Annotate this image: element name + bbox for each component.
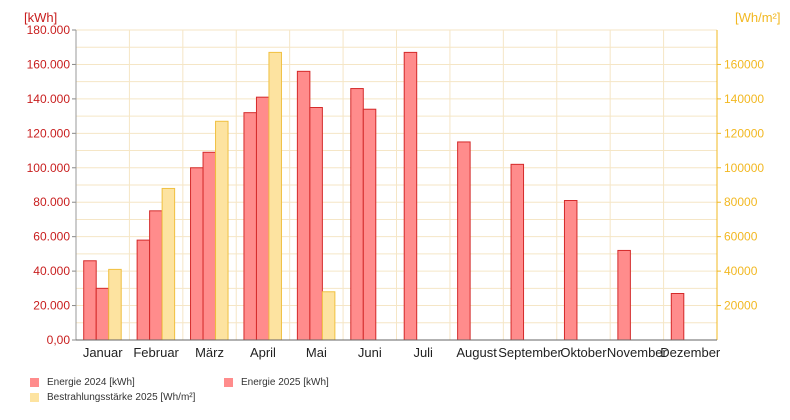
left-axis-tick-label: 20.000 [33,299,70,313]
x-axis-tick-label: September [498,345,562,360]
right-axis-tick-label: 160000 [724,57,764,71]
x-axis-tick-label: August [456,345,497,360]
legend-label: Energie 2025 [kWh] [241,377,329,388]
bar-bestrahlung-2025 [321,291,336,341]
x-axis-tick-label: Juni [358,345,382,360]
x-axis-tick-label: April [250,345,276,360]
right-axis-tick-label: 100000 [724,161,764,175]
legend-label: Bestrahlungsstärke 2025 [Wh/m²] [47,392,196,403]
bar-energie-2024 [83,260,97,341]
x-axis-tick-label: Februar [133,345,179,360]
legend-item-bestrahlung-2025: Bestrahlungsstärke 2025 [Wh/m²] [30,392,195,403]
left-axis-unit: [kWh] [24,10,58,25]
bar-energie-2025 [202,151,217,341]
bar-energie-2025 [362,108,377,341]
bar-energie-2024 [457,141,471,341]
bar-bestrahlung-2025 [108,268,122,341]
right-axis-tick-label: 60000 [724,230,758,244]
left-axis-tick-label: 0,00 [47,333,71,347]
bar-energie-2024 [563,200,578,341]
x-axis-tick-label: Oktober [560,345,607,360]
bar-energie-2024 [350,88,364,341]
bar-energie-2025 [149,210,163,341]
bar-energie-2025 [255,96,270,341]
right-axis-tick-label: 40000 [724,264,758,278]
bar-energie-2025 [309,107,323,341]
legend-item-energie-2025: Energie 2025 [kWh] [224,377,329,388]
right-axis-tick-label: 140000 [724,92,764,106]
left-axis-tick-label: 120.000 [27,126,71,140]
legend-swatch [30,393,39,402]
right-axis-tick-label: 120000 [724,126,764,140]
left-axis-tick-label: 60.000 [33,230,70,244]
bar-energie-2024 [190,167,204,341]
x-axis-tick-label: Juli [413,345,433,360]
x-axis-tick-label: Januar [83,345,123,360]
x-axis-tick-label: Mai [306,345,327,360]
left-axis-tick-label: 80.000 [33,195,70,209]
bar-energie-2024 [136,239,151,341]
legend-label: Energie 2024 [kWh] [47,377,135,388]
legend-swatch [224,378,233,387]
x-axis-tick-label: Dezember [660,345,721,360]
bar-bestrahlung-2025 [268,51,282,341]
bar-energie-2024 [403,51,418,341]
right-axis-tick-label: 20000 [724,299,758,313]
bar-energie-2024 [617,249,631,341]
right-axis-unit: [Wh/m²] [735,10,781,25]
left-axis-tick-label: 140.000 [27,92,71,106]
legend-swatch [30,378,39,387]
bar-energie-2024 [296,70,311,341]
bar-energie-2024 [243,112,257,341]
bar-bestrahlung-2025 [161,187,176,341]
left-axis-tick-label: 180.000 [27,23,71,37]
bar-bestrahlung-2025 [215,120,229,341]
bar-energie-2025 [95,287,110,341]
x-axis-tick-label: März [195,345,224,360]
bar-energie-2024 [670,293,685,341]
left-axis-tick-label: 160.000 [27,57,71,71]
left-axis-tick-label: 40.000 [33,264,70,278]
right-axis-tick-label: 80000 [724,195,758,209]
bar-energie-2024 [510,163,525,341]
legend-item-energie-2024: Energie 2024 [kWh] [30,377,135,388]
left-axis-tick-label: 100.000 [27,161,71,175]
x-axis-tick-label: November [607,345,668,360]
